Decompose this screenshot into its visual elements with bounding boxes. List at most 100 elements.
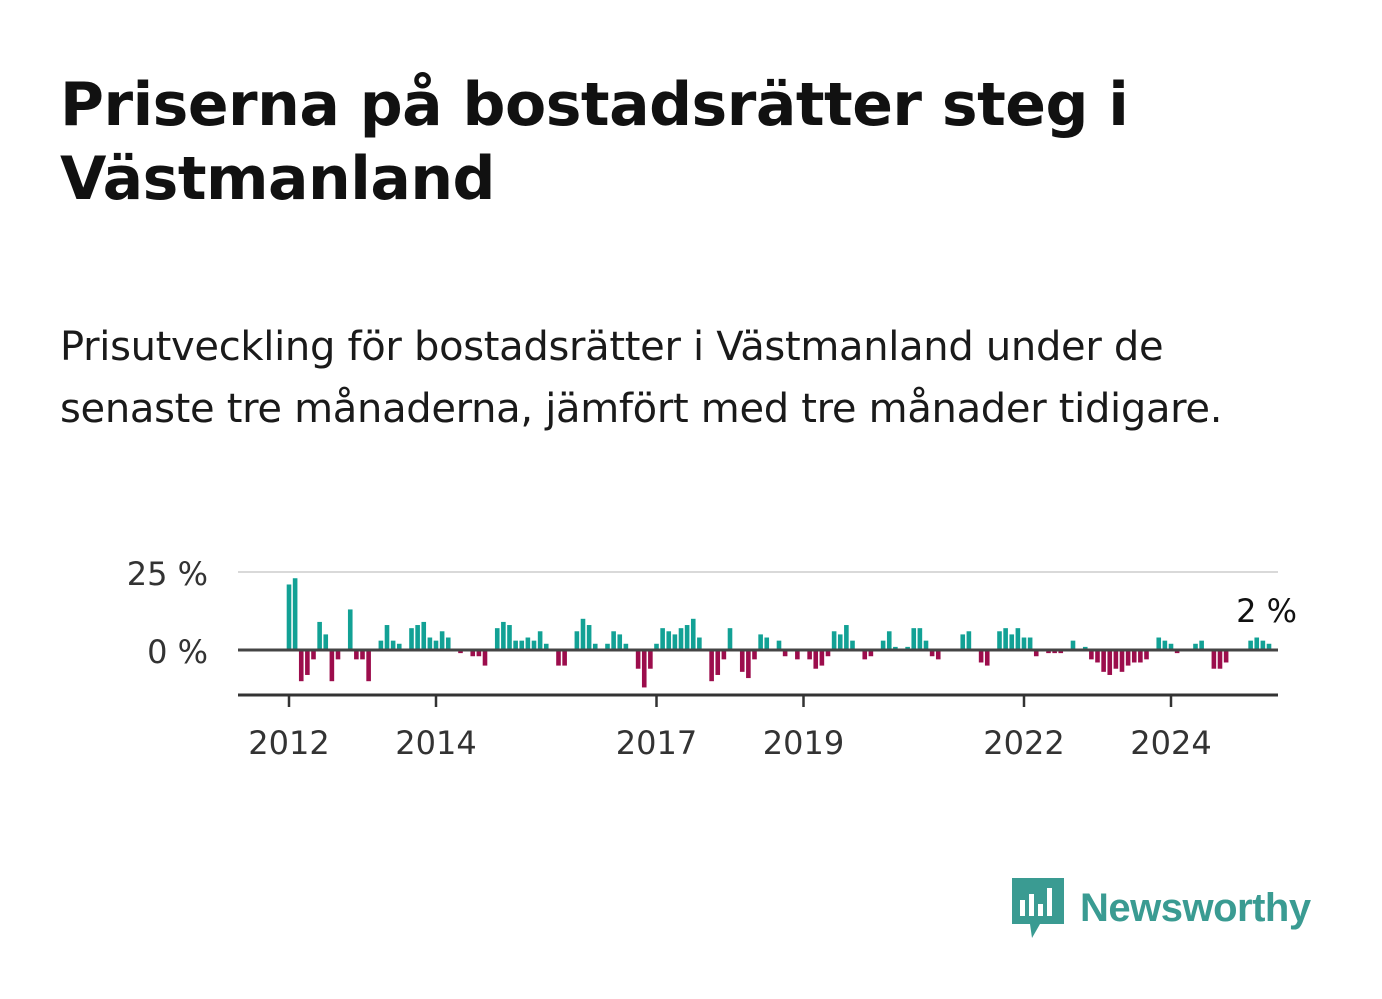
- bar: [960, 634, 966, 650]
- bar: [782, 650, 788, 657]
- bar: [862, 650, 868, 660]
- bar: [360, 650, 365, 660]
- bar: [911, 628, 917, 650]
- bar: [715, 650, 721, 675]
- bar: [580, 618, 586, 650]
- bar: [795, 650, 800, 660]
- bar: [1003, 628, 1008, 650]
- bar: [507, 625, 512, 650]
- bar: [641, 650, 647, 688]
- bar: [574, 631, 580, 650]
- bar: [813, 650, 819, 669]
- bar: [935, 650, 941, 660]
- bar: [1070, 640, 1076, 650]
- bar: [746, 650, 751, 679]
- bar: [1138, 650, 1143, 663]
- bar: [764, 637, 770, 650]
- bar: [1193, 643, 1198, 650]
- bar: [1174, 650, 1180, 654]
- bar: [709, 650, 714, 682]
- bar: [354, 650, 359, 660]
- bar: [844, 625, 849, 650]
- bar: [880, 640, 886, 650]
- bar: [886, 631, 892, 650]
- bar: [286, 584, 292, 650]
- bar: [298, 650, 304, 682]
- brand-name: Newsworthy: [1080, 885, 1311, 930]
- bar: [1058, 650, 1064, 654]
- bar: [543, 643, 549, 650]
- bar: [850, 640, 855, 650]
- bar: [347, 609, 353, 650]
- bar: [984, 650, 990, 666]
- bar: [654, 643, 659, 650]
- bar: [378, 640, 384, 650]
- bar: [305, 650, 310, 675]
- bar: [494, 628, 500, 650]
- chart-title: Priserna på bostadsrätter steg i Västman…: [60, 70, 1129, 214]
- bar: [905, 646, 910, 650]
- bar: [556, 650, 561, 666]
- bar: [660, 628, 665, 650]
- bar: [917, 628, 923, 650]
- bar: [807, 650, 812, 660]
- bar: [617, 634, 623, 650]
- bar: [439, 631, 445, 650]
- bar: [1131, 650, 1137, 663]
- bar: [323, 634, 329, 650]
- bar: [727, 628, 733, 650]
- bar: [592, 643, 598, 650]
- bar: [605, 643, 610, 650]
- bar: [929, 650, 935, 657]
- bar: [1156, 637, 1162, 650]
- bar: [721, 650, 727, 660]
- bar: [837, 634, 843, 650]
- bar: [1217, 650, 1223, 669]
- bar: [672, 634, 678, 650]
- bar: [1125, 650, 1131, 666]
- bar: [1144, 650, 1149, 660]
- bar: [537, 631, 543, 650]
- bar: [519, 640, 525, 650]
- bar: [684, 625, 690, 650]
- bar: [1033, 650, 1039, 657]
- bar: [476, 650, 482, 657]
- bar: [1101, 650, 1106, 672]
- bar: [825, 650, 831, 657]
- bar: [335, 650, 341, 660]
- bar: [396, 643, 402, 650]
- bar: [433, 640, 439, 650]
- bar: [1211, 650, 1217, 669]
- bar: [513, 640, 518, 650]
- bar: [623, 643, 629, 650]
- bar: [1119, 650, 1125, 672]
- bar: [384, 625, 390, 650]
- bar: [1021, 637, 1027, 650]
- bar: [586, 625, 592, 650]
- x-tick-label: 2024: [1130, 724, 1211, 762]
- bar: [1113, 650, 1119, 669]
- bar: [415, 625, 420, 650]
- bar: [739, 650, 745, 672]
- bar-chart: 0 % 25 % 2012 2014 2017 2019 2022 2024 2 %: [127, 555, 1297, 762]
- bar: [427, 637, 433, 650]
- bar: [421, 621, 427, 650]
- newsworthy-logo-icon: [1012, 878, 1064, 938]
- bar: [758, 634, 763, 650]
- bar: [776, 640, 782, 650]
- bar: [292, 578, 298, 650]
- last-value-label: 2 %: [1236, 592, 1297, 630]
- bar: [329, 650, 335, 682]
- bar: [311, 650, 316, 660]
- x-tick-label: 2012: [248, 724, 329, 762]
- bar: [317, 621, 322, 650]
- bar: [868, 650, 874, 657]
- bar: [1199, 640, 1204, 650]
- bar: [1027, 637, 1033, 650]
- bar: [1260, 640, 1266, 650]
- bar: [611, 631, 616, 650]
- brand-logo: Newsworthy: [1012, 878, 1311, 938]
- x-tick-label: 2014: [395, 724, 476, 762]
- bar: [525, 637, 531, 650]
- bar: [1266, 643, 1272, 650]
